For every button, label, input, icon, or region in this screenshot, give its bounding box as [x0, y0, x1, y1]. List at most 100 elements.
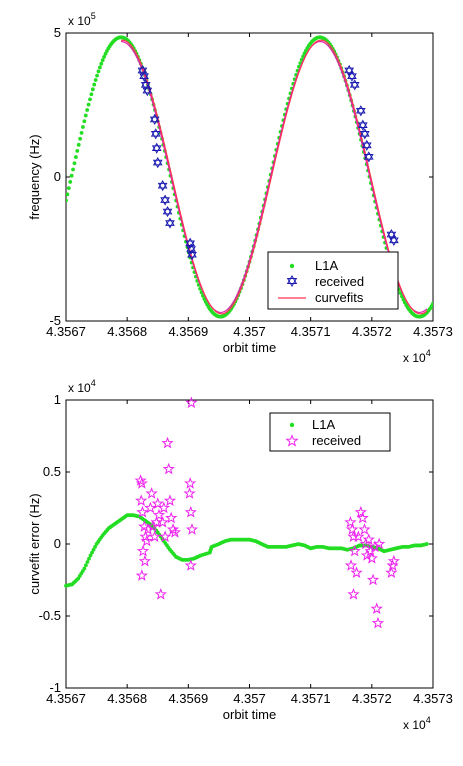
l1a-point: [78, 136, 83, 141]
l1a-error-point: [74, 578, 79, 582]
received-error-point: [135, 494, 148, 507]
l1a-error-point: [405, 544, 409, 549]
l1a-error-point: [105, 528, 110, 532]
received-error-point: [344, 515, 357, 528]
l1a-point: [92, 82, 97, 87]
x-tick-label: 4.357: [233, 324, 266, 339]
received-point: [344, 64, 355, 77]
received-point: [150, 128, 161, 140]
received-error-point: [387, 554, 400, 567]
curvefit-line: [121, 40, 428, 314]
received-error-point: [135, 569, 148, 581]
received-error-point: [168, 526, 181, 538]
l1a-error-point: [356, 544, 360, 549]
received-error-point: [135, 477, 148, 489]
l1a-error-point: [99, 535, 104, 540]
x-tick-label: 4.357: [233, 691, 266, 706]
x-tick-label: 4.3573: [413, 324, 453, 339]
received-point: [142, 85, 153, 97]
legend-l1a-label: L1A: [315, 258, 338, 273]
l1a-error-point: [117, 518, 122, 523]
received-error-point: [157, 501, 170, 514]
received-point: [139, 70, 149, 82]
received-point: [349, 79, 360, 91]
x-tick-label: 4.3567: [46, 324, 86, 339]
l1a-error-point: [398, 545, 403, 550]
received-error-point: [373, 537, 386, 550]
received-error-point: [136, 505, 149, 518]
x-tick-label: 4.3572: [352, 324, 392, 339]
l1a-error-point: [83, 563, 88, 568]
l1a-error-point: [191, 556, 195, 561]
l1a-point: [79, 130, 84, 135]
received-error-point: [136, 544, 150, 557]
y-axis-label: curvefit error (Hz): [27, 493, 42, 594]
l1a-point: [75, 149, 80, 153]
received-point: [359, 128, 370, 140]
y-tick-label: 0: [54, 536, 61, 551]
l1a-error-point: [233, 537, 238, 542]
y-multiplier-base: x 10: [68, 381, 91, 395]
l1a-error-point: [288, 543, 293, 548]
l1a-error-point: [307, 545, 312, 550]
legend-received-marker: [286, 275, 298, 287]
l1a-point: [96, 69, 101, 74]
y-multiplier-base: x 10: [68, 14, 91, 28]
l1a-point: [81, 125, 85, 129]
received-error-point: [154, 587, 167, 600]
received-point: [357, 119, 368, 131]
l1a-error-point: [184, 557, 189, 562]
x-axis-multiplier: x 104: [403, 348, 431, 365]
received-error-point: [138, 554, 152, 567]
l1a-point: [102, 54, 107, 59]
l1a-error-point: [166, 545, 171, 550]
received-error-point: [184, 477, 197, 489]
received-error-point: [156, 515, 169, 528]
legend-l1a-marker: [289, 263, 295, 269]
l1a-error-point: [178, 557, 183, 562]
x-tick-label: 4.3568: [107, 691, 147, 706]
l1a-error-point: [337, 546, 342, 551]
l1a-error-point: [90, 550, 94, 555]
l1a-point: [431, 301, 433, 306]
received-point: [347, 70, 357, 82]
received-error-point: [141, 523, 155, 535]
l1a-error-point: [80, 569, 85, 573]
l1a-error-point: [111, 523, 116, 527]
x-tick-label: 4.3569: [168, 691, 208, 706]
received-error-point: [158, 530, 172, 543]
l1a-error-point: [129, 513, 134, 518]
x-multiplier-exponent: 4: [426, 715, 431, 725]
received-point: [149, 113, 160, 125]
received-error-point: [161, 436, 174, 449]
received-error-point: [368, 540, 382, 553]
l1a-point: [66, 192, 70, 197]
l1a-error-point: [264, 544, 269, 549]
received-error-point: [362, 533, 375, 545]
legend-l1a-marker: [289, 422, 295, 428]
l1a-point: [72, 161, 77, 166]
l1a-error-point: [85, 560, 90, 564]
received-error-point: [152, 508, 166, 521]
received-error-point: [352, 530, 365, 543]
l1a-error-point: [239, 537, 244, 542]
received-error-point: [346, 523, 359, 535]
x-multiplier-base: x 10: [403, 718, 426, 732]
x-tick-label: 4.3572: [352, 691, 392, 706]
y-axis-multiplier: x 104: [68, 378, 96, 395]
received-error-point: [370, 602, 383, 615]
l1a-point: [71, 167, 75, 172]
l1a-point: [103, 51, 108, 56]
received-error-point: [148, 530, 161, 543]
l1a-point: [97, 65, 102, 70]
l1a-point: [69, 173, 74, 178]
received-error-point: [365, 551, 378, 564]
curvefit-error-chart: 4.3567 4.3568 4.3569 4.357 4.3571 4.3572 4.357…: [27, 378, 453, 732]
received-error-point: [185, 523, 199, 535]
l1a-point: [85, 108, 90, 112]
x-tick-label: 4.3571: [291, 324, 331, 339]
l1a-point: [66, 198, 68, 203]
l1a-point: [401, 297, 406, 302]
l1a-point: [86, 102, 91, 107]
